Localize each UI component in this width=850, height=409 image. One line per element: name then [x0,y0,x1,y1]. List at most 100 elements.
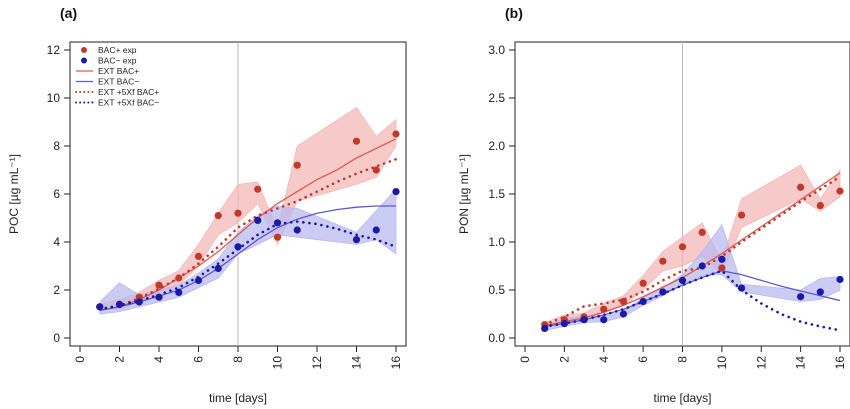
data-point [352,137,361,145]
data-point [698,262,706,270]
data-point [737,211,746,219]
data-point [560,320,568,328]
x-tick-label: 12 [310,356,324,370]
data-point [619,297,628,306]
x-tick-label: 6 [192,356,206,363]
data-point [234,209,242,217]
uncertainty-band [99,188,397,315]
data-point [392,130,400,138]
data-point [678,276,687,284]
y-tick-label: 0 [53,331,60,345]
data-point [273,219,282,227]
model-line [99,138,397,312]
panel-label: (a) [60,5,77,21]
data-point [175,274,183,282]
data-point [836,275,844,284]
data-point [580,316,588,324]
data-point [194,276,203,284]
data-point [816,201,824,210]
data-point [816,288,824,296]
x-tick-label: 14 [794,356,808,370]
legend-entry: BAC− exp [98,56,137,66]
y-tick-label: 8 [53,139,60,153]
x-tick-label: 10 [715,356,729,370]
y-tick-label: 2.0 [488,139,505,153]
data-point [639,297,647,306]
y-tick-label: 1.0 [488,235,505,249]
x-tick-label: 4 [597,356,611,363]
data-point [797,183,805,191]
data-point [639,279,647,287]
data-point [214,212,222,220]
y-tick-label: 2 [53,283,60,297]
x-axis-label: time [days] [209,391,267,405]
y-axis-label: PON [µg mL⁻¹] [457,154,471,234]
data-point [541,324,549,332]
data-point [254,185,262,193]
x-tick-label: 0 [518,356,532,363]
panel-label: (b) [505,5,523,21]
data-point [619,310,628,318]
data-point [600,316,608,324]
data-point [254,216,262,224]
data-point [155,293,163,301]
dotted-model-line [543,175,842,326]
legend-entry: EXT +5Xf BAC+ [98,87,159,97]
dotted-model-line [98,220,398,311]
panel-a: (a) 0 2 4 6 8 10 12 0 2 4 6 8 10 12 14 16 time [days] POC … [7,5,407,405]
x-tick-label: 2 [557,356,571,363]
y-tick-label: 4 [53,235,60,249]
model-line [544,172,841,327]
data-point [293,226,301,234]
x-tick-label: 14 [350,356,364,370]
data-point [214,264,222,272]
data-point [392,188,400,196]
x-tick-label: 0 [73,356,87,363]
data-point [372,226,380,234]
data-point [737,284,746,292]
data-point [600,305,608,313]
data-point [372,166,380,174]
x-tick-label: 2 [113,356,127,363]
data-point [678,243,687,251]
data-point [293,161,301,169]
data-point [115,300,124,308]
data-point [659,288,667,296]
x-tick-label: 8 [676,356,690,363]
legend-entry: EXT +5Xf BAC− [98,98,159,108]
panel-b: (b) 0.0 0.5 1.0 1.5 2.0 2.5 3.0 0 2 4 6 8 10 12 14 16 tim… [457,5,850,405]
data-point [659,257,667,265]
x-tick-label: 16 [833,356,847,370]
x-tick-label: 8 [231,356,245,363]
legend-marker [81,47,87,53]
y-tick-label: 3.0 [488,43,505,57]
data-point [155,281,163,289]
legend-entry: EXT BAC+ [98,66,139,76]
x-tick-label: 4 [152,356,166,363]
y-axis-label: POC [µg mL⁻¹] [7,154,21,234]
uncertainty-band [544,164,841,327]
y-tick-label: 12 [47,43,61,57]
x-tick-label: 12 [754,356,768,370]
data-point [797,293,805,301]
legend-marker [81,57,87,64]
data-point [698,228,706,236]
dotted-model-line [543,269,842,332]
data-point [135,298,143,306]
x-axis-label: time [days] [653,391,711,405]
x-tick-label: 6 [636,356,650,363]
data-point [352,236,361,244]
data-point [836,187,844,195]
y-tick-label: 1.5 [488,187,505,201]
y-tick-label: 2.5 [488,91,505,105]
data-point [273,233,282,241]
y-tick-label: 0.5 [488,283,505,297]
y-tick-label: 10 [47,91,61,105]
data-point [718,255,726,263]
y-tick-label: 0.0 [488,331,505,345]
legend-entry: EXT BAC− [98,77,139,87]
data-point [234,243,242,251]
data-point [96,303,104,311]
legend-entry: BAC+ exp [98,45,137,55]
